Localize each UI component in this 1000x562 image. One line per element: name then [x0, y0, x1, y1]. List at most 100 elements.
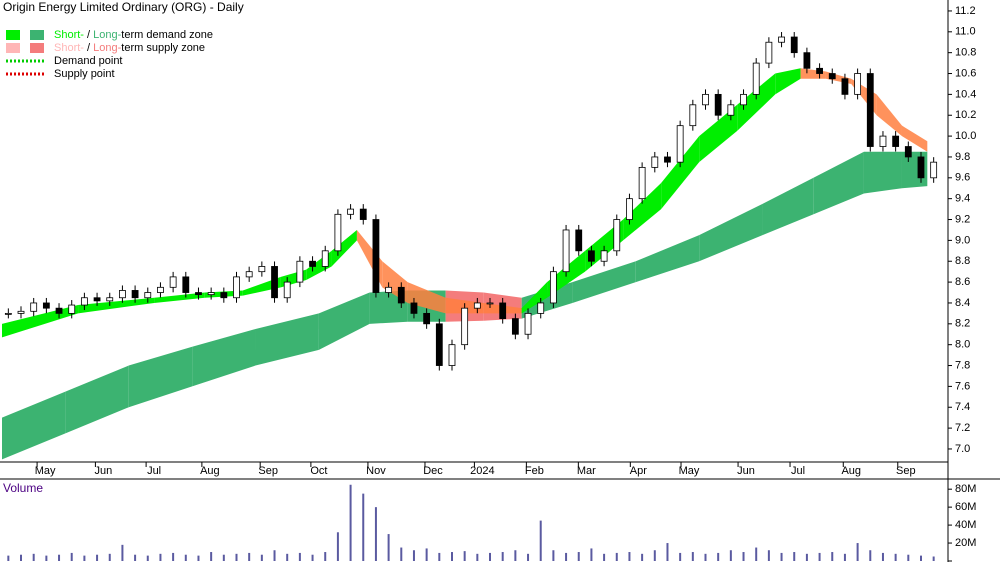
- x-tick-label: Apr: [630, 465, 647, 477]
- y-tick-label: 11.2: [955, 5, 976, 17]
- legend-part: term demand zone: [121, 29, 213, 41]
- zone-segment: [762, 177, 814, 236]
- candle: [854, 73, 862, 95]
- y-tick-label: 10.8: [955, 47, 976, 59]
- legend-swatch: [30, 43, 44, 53]
- x-tick-label: Sep: [258, 465, 278, 477]
- candle: [714, 93, 722, 116]
- volume-title: Volume: [3, 481, 43, 495]
- candle: [588, 250, 595, 262]
- chart-title: Origin Energy Limited Ordinary (ORG) - D…: [3, 0, 244, 14]
- x-tick-label: May: [679, 465, 700, 477]
- y-tick-label: 10.0: [955, 130, 976, 142]
- candle: [904, 146, 912, 158]
- zone-segment: [699, 203, 763, 262]
- candle: [638, 166, 646, 200]
- candle: [448, 344, 456, 366]
- volume-tick-label: 80M: [955, 483, 976, 495]
- candle: [359, 208, 367, 220]
- legend-part: Short-: [54, 42, 84, 54]
- y-tick-label: 8.8: [955, 255, 970, 267]
- candle: [816, 67, 823, 74]
- candle: [55, 307, 63, 314]
- candle: [778, 36, 785, 43]
- candle: [702, 93, 709, 106]
- candle: [626, 198, 633, 220]
- candle: [233, 276, 240, 299]
- legend-label: Demand point: [54, 55, 123, 67]
- candle: [385, 286, 393, 293]
- y-tick-label: 7.8: [955, 359, 970, 371]
- legend-label: Short- / Long-term supply zone: [54, 42, 205, 54]
- zone-segment: [863, 151, 902, 194]
- legend-swatch: [30, 30, 44, 40]
- candle: [144, 292, 152, 299]
- candle: [727, 104, 735, 116]
- y-tick-label: 9.2: [955, 213, 970, 225]
- candle: [435, 323, 443, 366]
- x-tick-label: Nov: [366, 465, 386, 477]
- candle: [80, 297, 88, 306]
- x-tick-label: Feb: [525, 465, 544, 477]
- candle: [651, 156, 659, 168]
- candle: [930, 161, 938, 179]
- candle: [93, 297, 101, 302]
- candle: [511, 318, 519, 335]
- legend-part: Long-: [93, 42, 121, 54]
- candle: [676, 125, 684, 163]
- y-tick-label: 8.2: [955, 318, 970, 330]
- volume-tick-label: 20M: [955, 537, 976, 549]
- y-tick-label: 9.8: [955, 151, 970, 163]
- candle: [195, 292, 202, 296]
- x-tick-label: 2024: [470, 465, 494, 477]
- candle: [461, 307, 469, 346]
- zone-segment: [901, 125, 928, 152]
- candle: [600, 250, 608, 262]
- candle: [790, 36, 798, 54]
- legend-label: Supply point: [54, 68, 115, 80]
- candle: [537, 302, 545, 314]
- x-tick-label: May: [35, 465, 56, 477]
- candle: [892, 135, 900, 147]
- candle: [524, 312, 532, 335]
- candle: [917, 156, 925, 179]
- candle: [765, 41, 773, 64]
- zone-segment: [521, 282, 548, 314]
- candle: [347, 208, 354, 215]
- y-tick-label: 10.4: [955, 88, 976, 100]
- y-tick-label: 10.2: [955, 109, 976, 121]
- candle: [423, 312, 431, 325]
- candle: [119, 290, 126, 299]
- candle: [549, 271, 557, 304]
- zone-segment: [331, 229, 357, 267]
- candle: [473, 302, 481, 309]
- candle: [68, 304, 76, 314]
- volume-tick-label: 40M: [955, 519, 976, 531]
- candle: [4, 312, 12, 315]
- candle: [613, 219, 621, 252]
- zone-segment: [775, 68, 801, 95]
- legend-swatch: [6, 30, 20, 40]
- x-tick-label: Mar: [577, 465, 596, 477]
- x-tick-label: Aug: [841, 465, 861, 477]
- y-tick-label: 9.6: [955, 172, 970, 184]
- candle: [182, 276, 190, 293]
- legend-swatch: [6, 43, 20, 53]
- x-tick-label: Sep: [896, 465, 916, 477]
- zone-segment: [2, 391, 66, 460]
- candle: [372, 219, 380, 293]
- x-tick-label: Jun: [95, 465, 113, 477]
- zone-segment: [521, 282, 573, 319]
- legend-part: /: [84, 29, 93, 41]
- y-tick-label: 8.4: [955, 297, 970, 309]
- candle: [245, 271, 253, 278]
- y-tick-label: 7.4: [955, 401, 970, 413]
- candle: [879, 135, 887, 147]
- zone-segment: [65, 365, 129, 434]
- zone-segment: [128, 346, 193, 408]
- legend-part: Long-: [93, 29, 121, 41]
- y-tick-label: 7.2: [955, 422, 970, 434]
- legend-part: Short-: [54, 29, 84, 41]
